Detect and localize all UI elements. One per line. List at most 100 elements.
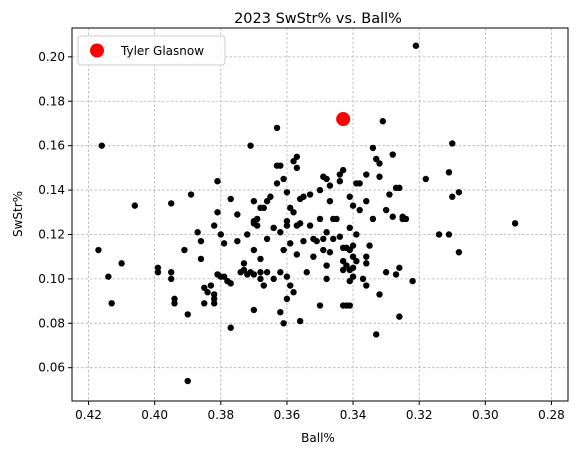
data-point	[349, 253, 357, 260]
data-point	[234, 211, 241, 218]
data-point	[210, 291, 218, 298]
data-point	[263, 235, 271, 243]
data-point	[287, 240, 294, 247]
data-point	[220, 273, 228, 280]
data-point	[455, 249, 463, 256]
data-point	[283, 273, 291, 280]
data-point	[363, 282, 370, 289]
data-point	[306, 191, 314, 198]
data-point	[396, 184, 403, 192]
data-point	[310, 253, 317, 260]
data-point	[257, 275, 264, 283]
legend-box	[77, 35, 226, 66]
data-point	[131, 202, 139, 209]
y-tick-label: 0.16	[38, 139, 65, 153]
data-point	[356, 206, 363, 214]
x-tick-label: 0.38	[207, 408, 234, 422]
data-point	[277, 308, 284, 316]
data-point	[227, 280, 234, 287]
data-point	[234, 237, 241, 245]
grid	[72, 28, 568, 401]
data-point	[283, 217, 291, 225]
data-point	[323, 275, 330, 283]
data-point	[435, 231, 443, 238]
data-point	[445, 169, 453, 176]
data-point	[353, 257, 360, 265]
data-point	[244, 231, 251, 238]
data-point	[171, 295, 178, 303]
data-point	[220, 240, 228, 247]
x-tick-label: 0.32	[406, 408, 433, 422]
data-point	[250, 197, 258, 205]
data-point	[376, 291, 383, 298]
x-tick-label: 0.40	[141, 408, 168, 422]
data-point	[333, 215, 340, 223]
data-point	[250, 306, 258, 314]
data-point	[214, 177, 221, 185]
data-point	[283, 222, 291, 229]
data-point	[346, 277, 353, 285]
x-tick-label: 0.36	[274, 408, 301, 422]
data-point	[95, 246, 102, 254]
x-axis-title: Ball%	[301, 431, 335, 445]
data-point	[187, 191, 195, 198]
data-point	[201, 284, 208, 291]
x-tick-label: 0.42	[75, 408, 102, 422]
data-point	[363, 253, 370, 260]
data-point	[320, 246, 327, 254]
data-point	[346, 224, 353, 232]
data-point	[270, 275, 277, 283]
data-point	[105, 273, 112, 280]
data-point	[382, 269, 390, 276]
data-point	[363, 197, 370, 205]
data-point	[349, 264, 357, 271]
data-point	[184, 377, 191, 385]
data-point	[339, 257, 347, 265]
highlight-point	[336, 112, 351, 127]
data-point	[359, 275, 367, 283]
data-point	[118, 260, 125, 267]
data-point	[290, 289, 297, 296]
data-point	[154, 264, 162, 271]
data-point	[108, 300, 115, 307]
data-point	[270, 224, 277, 232]
data-point	[343, 262, 350, 269]
data-point	[303, 269, 310, 276]
data-point	[168, 269, 175, 276]
data-point	[339, 266, 347, 274]
data-point	[369, 215, 377, 223]
data-point	[250, 246, 258, 254]
data-point	[280, 320, 287, 327]
legend-label: Tyler Glasnow	[120, 44, 204, 58]
y-tick-label: 0.12	[38, 227, 65, 241]
data-point	[389, 213, 396, 220]
data-point	[293, 153, 301, 160]
data-point	[293, 164, 301, 172]
data-point	[283, 189, 291, 196]
data-point	[336, 233, 344, 240]
data-point	[240, 260, 248, 267]
data-point	[346, 246, 353, 254]
data-point	[376, 173, 383, 180]
data-point	[273, 180, 281, 187]
data-point	[290, 209, 297, 216]
chart-title: 2023 SwStr% vs. Ball%	[234, 11, 402, 27]
data-point	[227, 195, 234, 203]
data-point	[336, 171, 344, 178]
data-point	[373, 155, 380, 163]
data-point	[207, 282, 215, 289]
data-point	[445, 231, 453, 238]
plot-frame	[71, 27, 569, 402]
data-point	[396, 313, 403, 320]
data-point	[349, 202, 357, 209]
data-point	[316, 186, 324, 194]
data-point	[227, 324, 234, 331]
legend: Tyler Glasnow	[77, 35, 226, 66]
data-points	[95, 42, 519, 385]
data-point	[376, 160, 383, 167]
data-point	[181, 246, 188, 254]
data-point	[273, 124, 281, 132]
data-point	[253, 222, 261, 229]
x-axis-ticks: 0.42 0.40 0.38 0.36 0.34 0.32 0.30 0.28	[75, 401, 565, 422]
